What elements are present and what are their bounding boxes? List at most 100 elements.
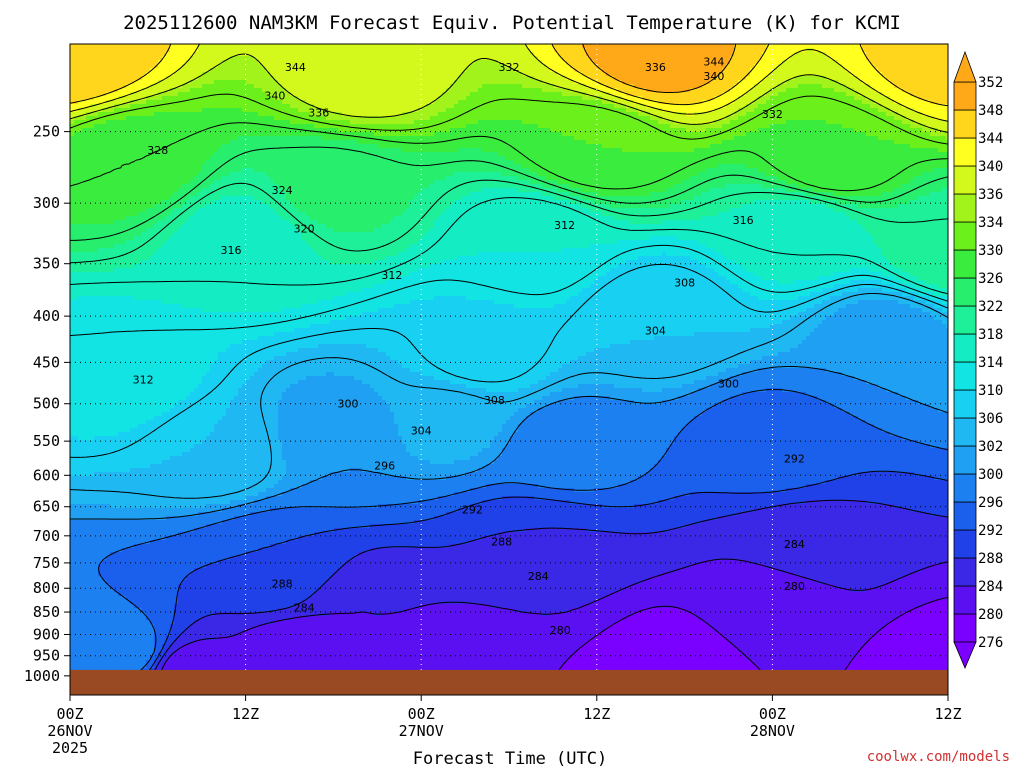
- contour-312: [70, 244, 948, 337]
- contour-label: 308: [484, 394, 505, 407]
- colorbar-band: [953, 333, 977, 363]
- contour-328: [70, 122, 948, 192]
- colorbar-band: [953, 277, 977, 307]
- x-tick-label: 2025: [52, 739, 88, 757]
- y-tick-label: 650: [33, 498, 60, 516]
- colorbar-tick-label: 314: [978, 355, 1003, 371]
- colorbar-tick-label: 302: [978, 439, 1003, 455]
- contour-316: [70, 197, 948, 295]
- x-tick-label: 00Z: [759, 705, 786, 723]
- y-tick-label: 400: [33, 307, 60, 325]
- contour-label: 344: [703, 55, 724, 68]
- contour-label: 324: [272, 184, 293, 197]
- colorbar-tick-label: 300: [978, 467, 1003, 483]
- x-tick-label: 12Z: [583, 705, 610, 723]
- colorbar-bottom-arrow: [953, 641, 977, 670]
- colorbar-tick-label: 284: [978, 579, 1003, 595]
- y-tick-label: 950: [33, 647, 60, 665]
- colorbar-tick-label: 296: [978, 495, 1003, 511]
- contour-label: 288: [272, 577, 293, 590]
- plot-frame: [69, 43, 949, 696]
- contour-labels: 344 344 340 340 332 336 336 332 328 324 320 312 316 3…: [133, 55, 805, 637]
- y-tick-label: 750: [33, 554, 60, 572]
- contour-label: 284: [784, 538, 805, 551]
- contour-292: [135, 470, 948, 695]
- contour-308: [70, 263, 948, 458]
- colorbar-band: [953, 417, 977, 447]
- contour-label: 280: [784, 580, 805, 593]
- theta-bands: [70, 44, 948, 695]
- y-tick-label: 350: [33, 255, 60, 273]
- y-tick-label: 800: [33, 579, 60, 597]
- y-tick-label: 700: [33, 527, 60, 545]
- colorbar-tick-label: 310: [978, 383, 1003, 399]
- contour-label: 336: [308, 106, 329, 119]
- contour-label: 316: [733, 214, 754, 227]
- y-tick-label: 600: [33, 466, 60, 484]
- colorbar-tick-label: 336: [978, 187, 1003, 203]
- contour-324: [70, 146, 948, 241]
- colorbar-tick-label: 318: [978, 327, 1003, 343]
- colorbar-band: [953, 501, 977, 531]
- colorbar-band: [953, 613, 977, 643]
- contour-label: 332: [499, 61, 520, 74]
- chart-title: 2025112600 NAM3KM Forecast Equiv. Potent…: [123, 12, 901, 34]
- colorbar-band: [953, 165, 977, 195]
- colorbar-tick-label: 326: [978, 271, 1003, 287]
- colorbar-band: [953, 305, 977, 335]
- colorbar-tick-label: 334: [978, 215, 1003, 231]
- y-tick-label: 550: [33, 432, 60, 450]
- contour-340: [70, 44, 948, 122]
- colorbar-tick-label: 348: [978, 103, 1003, 119]
- contour-336: [70, 53, 948, 133]
- contour-label: 288: [491, 535, 512, 548]
- y-tick-label: 250: [33, 123, 60, 141]
- contour-label: 300: [718, 378, 739, 391]
- contour-label: 336: [645, 61, 666, 74]
- contour-332: [70, 93, 948, 145]
- contour-label: 284: [528, 570, 549, 583]
- contour-320: [70, 179, 948, 264]
- colorbar-tick-label: 352: [978, 75, 1003, 91]
- contour-344: [70, 44, 948, 107]
- colorbar-band: [953, 557, 977, 587]
- colorbar-tick-label: 280: [978, 607, 1003, 623]
- credit-text: coolwx.com/models: [867, 749, 1010, 765]
- contour-label: 312: [133, 373, 154, 386]
- x-tick-label: 12Z: [934, 705, 961, 723]
- x-tick-label: 00Z: [408, 705, 435, 723]
- y-axis: 250 300 350 400 450 500 550 600 650 700 750 800 850 9…: [24, 123, 70, 685]
- colorbar-tick-label: 330: [978, 243, 1003, 259]
- contour-label: 320: [294, 223, 315, 236]
- terrain-ground: [70, 669, 948, 695]
- contour-348: [582, 44, 737, 93]
- colorbar-band: [953, 585, 977, 615]
- y-tick-label: 300: [33, 194, 60, 212]
- contour-296: [98, 389, 948, 695]
- contour-label: 316: [220, 244, 241, 257]
- contour-label: 304: [411, 424, 432, 437]
- x-tick-label: 27NOV: [399, 722, 444, 740]
- contour-label: 312: [554, 219, 575, 232]
- x-tick-label: 00Z: [56, 705, 83, 723]
- colorbar-band: [953, 221, 977, 251]
- contour-label: 332: [762, 108, 783, 121]
- colorbar-band: [953, 249, 977, 279]
- colorbar-band: [953, 389, 977, 419]
- contour-284: [159, 558, 948, 695]
- colorbar-band: [953, 193, 977, 223]
- colorbar-tick-label: 340: [978, 159, 1003, 175]
- x-tick-label: 12Z: [232, 705, 259, 723]
- colorbar-band: [953, 137, 977, 167]
- colorbar-tick-label: 344: [978, 131, 1003, 147]
- x-tick-label: 28NOV: [750, 722, 795, 740]
- contour-label: 284: [294, 601, 315, 614]
- contour-label: 280: [550, 624, 571, 637]
- contour-label: 328: [147, 144, 168, 157]
- contour-label: 300: [338, 398, 359, 411]
- contour-lines: [70, 44, 948, 695]
- colorbar-band: [953, 529, 977, 559]
- colorbar-tick-label: 288: [978, 551, 1003, 567]
- y-tick-label: 450: [33, 353, 60, 371]
- colorbar-band: [953, 81, 977, 111]
